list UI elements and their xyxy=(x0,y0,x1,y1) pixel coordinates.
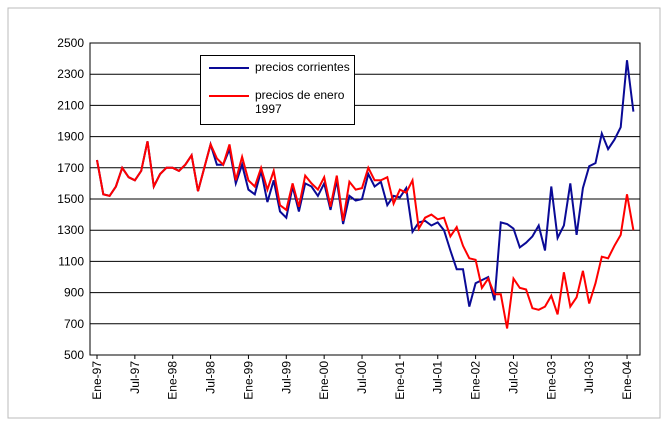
x-tick-label: Ene-02 xyxy=(469,361,483,400)
x-tick-label: Ene-99 xyxy=(241,361,255,400)
plot-border xyxy=(89,42,641,356)
chart-frame xyxy=(7,7,661,419)
x-tick-label: Jul-02 xyxy=(506,361,520,394)
x-tick-label: Ene-04 xyxy=(620,361,634,400)
y-tick-label: 1500 xyxy=(57,192,84,206)
y-tick-label: 2500 xyxy=(57,36,84,50)
y-tick-label: 1100 xyxy=(58,254,84,268)
legend-swatch xyxy=(209,95,249,97)
legend: precios corrientes precios de enero 1997 xyxy=(200,55,355,125)
x-tick-label: Ene-97 xyxy=(90,361,104,400)
y-tick-label: 1900 xyxy=(57,130,84,144)
y-tick-label: 2300 xyxy=(57,67,84,81)
x-tick-label: Jul-99 xyxy=(279,361,293,394)
y-tick-label: 500 xyxy=(64,348,84,362)
legend-label: precios corrientes xyxy=(255,60,350,74)
x-tick-label: Jul-00 xyxy=(355,361,369,394)
x-tick-label: Jul-03 xyxy=(582,361,596,394)
y-tick-label: 1300 xyxy=(57,223,84,237)
x-tick-label: Ene-00 xyxy=(317,361,331,400)
x-tick-label: Jul-01 xyxy=(431,361,445,394)
data-line xyxy=(96,141,635,329)
y-tick-label: 1700 xyxy=(57,161,84,175)
x-tick-label: Jul-97 xyxy=(128,361,142,394)
legend-label: precios de enero 1997 xyxy=(255,88,345,116)
legend-swatch xyxy=(209,67,249,69)
y-tick-label: 2100 xyxy=(57,98,84,112)
y-tick-label: 700 xyxy=(64,317,84,331)
x-tick-label: Jul-98 xyxy=(204,361,218,394)
y-tick-label: 900 xyxy=(64,286,84,300)
data-line xyxy=(96,60,635,307)
x-tick-label: Ene-03 xyxy=(544,361,558,400)
x-tick-label: Ene-01 xyxy=(393,361,407,400)
x-tick-label: Ene-98 xyxy=(166,361,180,400)
